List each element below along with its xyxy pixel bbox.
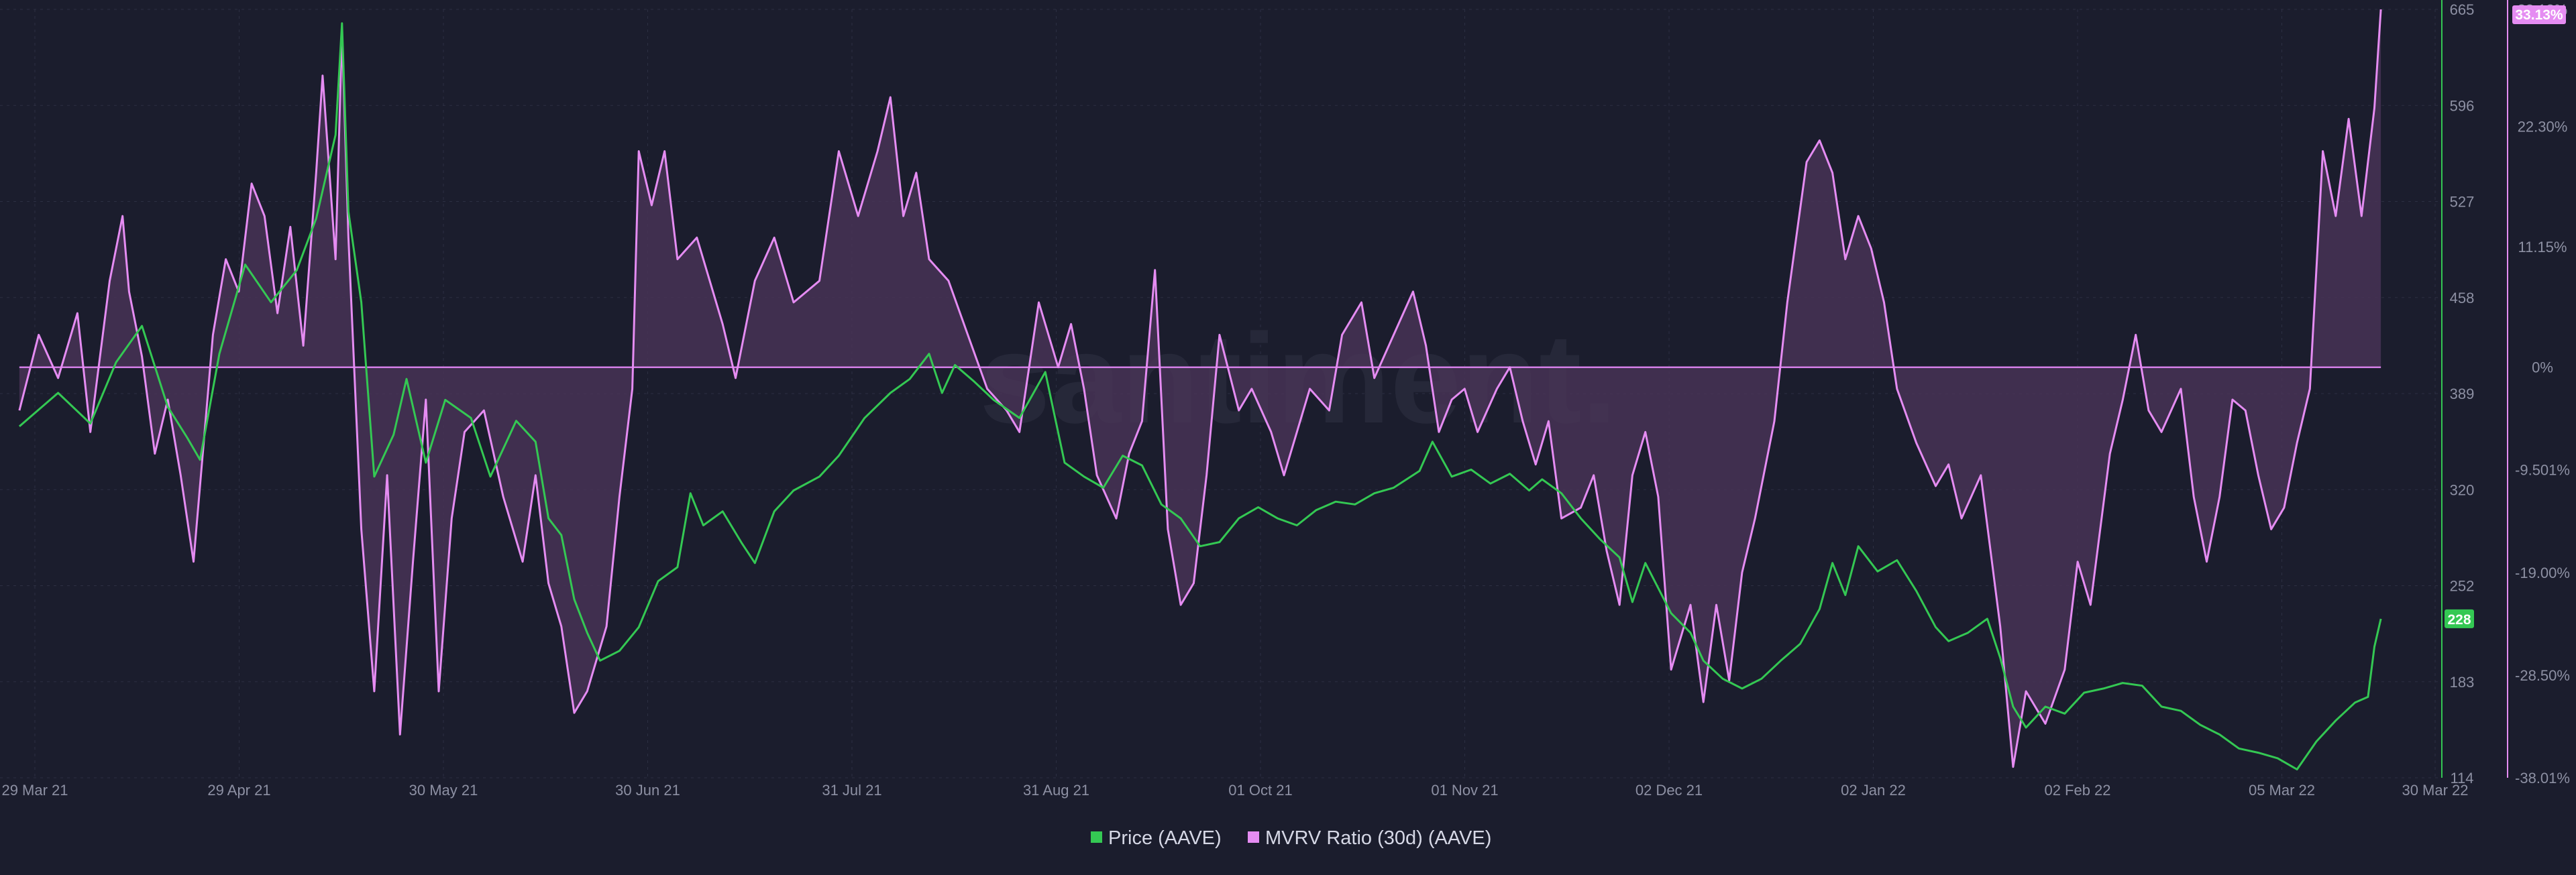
legend-mvrv-label[interactable]: MVRV Ratio (30d) (AAVE) — [1265, 827, 1491, 849]
mvrv-tick-label: -28.50% — [2515, 667, 2570, 684]
price-tick-label: 389 — [2450, 386, 2475, 402]
x-tick-label: 02 Feb 22 — [2044, 782, 2110, 799]
mvrv-area-fill — [19, 9, 2381, 767]
mvrv-tick-label: -19.00% — [2515, 565, 2570, 581]
price-axis-ticks: 665 596 527 458 389 320 252 183 114 — [2450, 1, 2475, 786]
mvrv-series-line — [18, 9, 2382, 768]
price-tick-label: 252 — [2450, 578, 2475, 595]
price-tick-label: 458 — [2450, 290, 2475, 306]
price-current-value: 228 — [2447, 612, 2471, 628]
x-tick-label: 30 May 21 — [409, 782, 478, 799]
legend-price-label[interactable]: Price (AAVE) — [1108, 827, 1222, 849]
mvrv-tick-label: 11.15% — [2518, 239, 2567, 255]
mvrv-tick-label: 0% — [2532, 359, 2553, 376]
mvrv-axis-ticks: 33.13% 22.30% 11.15% 0% -9.501% -19.00% -28.50… — [2515, 1, 2570, 786]
mvrv-tick-label: 22.30% — [2518, 118, 2568, 135]
x-tick-label: 02 Jan 22 — [1841, 782, 1906, 799]
x-tick-label: 30 Jun 21 — [615, 782, 680, 799]
mvrv-current-value: 33.13% — [2515, 7, 2563, 23]
x-tick-label: 30 Mar 22 — [2402, 782, 2468, 799]
price-tick-label: 114 — [2450, 770, 2473, 786]
price-tick-label: 527 — [2450, 194, 2475, 211]
mvrv-tick-label: -38.01% — [2515, 770, 2570, 786]
price-tick-label: 183 — [2450, 674, 2475, 691]
x-tick-label: 31 Aug 21 — [1023, 782, 1089, 799]
x-axis-ticks: 29 Mar 21 29 Apr 21 30 May 21 30 Jun 21 31 J… — [1, 782, 2468, 799]
x-tick-label: 29 Mar 21 — [1, 782, 68, 799]
x-tick-label: 29 Apr 21 — [207, 782, 270, 799]
x-tick-label: 05 Mar 22 — [2249, 782, 2315, 799]
x-tick-label: 01 Nov 21 — [1431, 782, 1498, 799]
price-current-badge — [2445, 609, 2474, 628]
mvrv-tick-label: -9.501% — [2515, 462, 2570, 479]
legend-mvrv-swatch — [1248, 831, 1259, 843]
current-value-badges: 228 33.13% — [2445, 5, 2566, 628]
legend: Price (AAVE) MVRV Ratio (30d) (AAVE) — [1091, 827, 1491, 849]
x-tick-label: 02 Dec 21 — [1635, 782, 1703, 799]
price-tick-label: 665 — [2450, 1, 2475, 18]
price-tick-label: 596 — [2450, 97, 2475, 114]
price-series-line — [18, 22, 2382, 770]
mvrv-current-badge — [2512, 5, 2566, 24]
price-tick-label: 320 — [2450, 481, 2475, 498]
legend-price-swatch — [1091, 831, 1102, 843]
x-tick-label: 31 Jul 21 — [822, 782, 881, 799]
x-tick-label: 01 Oct 21 — [1228, 782, 1292, 799]
